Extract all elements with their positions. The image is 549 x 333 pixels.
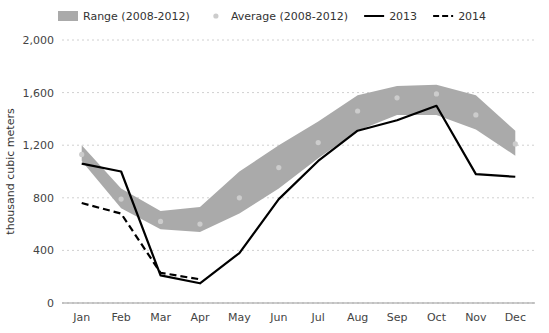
y-tick-label: 400 <box>33 244 54 257</box>
x-tick-label: May <box>228 311 251 324</box>
x-tick-label: Jan <box>72 311 90 324</box>
average-dot <box>355 108 360 113</box>
average-dot <box>394 95 399 100</box>
average-dot <box>158 219 163 224</box>
grid <box>62 40 535 303</box>
grid-line <box>62 250 535 251</box>
x-tick-label: Feb <box>111 311 130 324</box>
series-line <box>82 203 200 279</box>
average-dot <box>237 195 242 200</box>
y-tick-label: 2,000 <box>23 34 55 47</box>
legend-item: 2014 <box>433 10 486 23</box>
legend-item: Range (2008-2012) <box>58 10 190 23</box>
legend-label: 2014 <box>458 10 486 23</box>
series-line <box>82 106 516 284</box>
x-tick-label: Apr <box>190 311 210 324</box>
legend-swatch <box>364 15 384 17</box>
average-dot <box>119 197 124 202</box>
plot-area <box>79 85 518 284</box>
legend-label: 2013 <box>389 10 417 23</box>
average-dot <box>473 112 478 117</box>
legend: Range (2008-2012) Average (2008-2012) 2013… <box>58 10 486 23</box>
average-dot <box>276 165 281 170</box>
grid-line <box>62 40 535 41</box>
average-dot <box>197 222 202 227</box>
x-tick-label: Jul <box>311 311 325 324</box>
y-tick-label: 0 <box>47 297 54 310</box>
legend-swatch <box>213 13 218 18</box>
legend-label: Average (2008-2012) <box>231 10 348 23</box>
x-tick-label: Oct <box>427 311 447 324</box>
y-tick-label: 1,600 <box>23 87 55 100</box>
average-dot <box>434 91 439 96</box>
x-tick-label: Jun <box>269 311 287 324</box>
x-axis-line <box>62 303 535 304</box>
grid-line <box>62 303 535 304</box>
legend-item: 2013 <box>364 10 417 23</box>
y-axis-label: thousand cubic meters <box>4 108 17 235</box>
average-dot <box>79 152 84 157</box>
legend-swatch <box>433 15 453 17</box>
x-tick-label: Aug <box>347 311 368 324</box>
x-tick-label: Nov <box>465 311 487 324</box>
x-tick-label: Dec <box>505 311 526 324</box>
legend-swatch <box>58 11 78 21</box>
x-tick-label: Sep <box>387 311 408 324</box>
y-tick-label: 800 <box>33 192 54 205</box>
range-area <box>82 85 516 232</box>
legend-item: Average (2008-2012) <box>213 10 348 23</box>
average-dot <box>513 141 518 146</box>
chart: 0 400 800 1,200 1,600 2,000 thousand cubic met… <box>0 0 549 333</box>
y-tick-label: 1,200 <box>23 139 55 152</box>
legend-label: Range (2008-2012) <box>83 10 190 23</box>
average-dot <box>316 140 321 145</box>
x-tick-label: Mar <box>150 311 171 324</box>
